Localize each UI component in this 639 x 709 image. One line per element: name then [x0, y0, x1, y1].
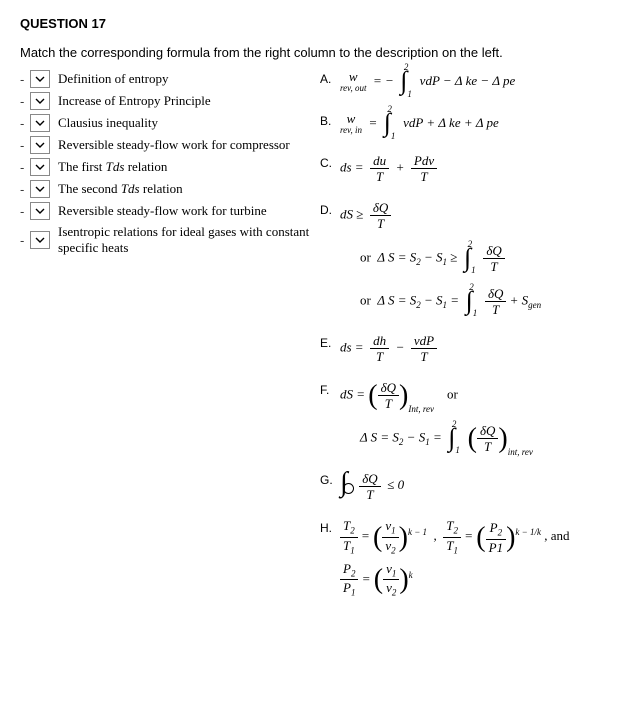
option-formula: T2T1 = (v1v2)k − 1 , T2T1 = (P2P1)k − 1/… [340, 519, 619, 597]
match-row: - Definition of entropy [20, 70, 320, 88]
question-label: QUESTION 17 [20, 16, 619, 31]
match-row: - The second Tds relation [20, 180, 320, 198]
option-formula: ds = dhT − vdPT [340, 334, 619, 363]
option-letter: A. [320, 70, 340, 86]
dash-icon: - [20, 182, 30, 197]
option-c: C. ds = duT + PdvT [320, 154, 619, 183]
option-formula: w rev, out = − ∫12 vdP − Δ ke − Δ pe [340, 70, 619, 94]
dash-icon: - [20, 138, 30, 153]
dash-icon: - [20, 94, 30, 109]
match-row: - Clausius inequality [20, 114, 320, 132]
desc-text: Increase of Entropy Principle [58, 93, 211, 109]
option-e: E. ds = dhT − vdPT [320, 334, 619, 363]
left-column: - Definition of entropy - Increase of En… [20, 70, 320, 261]
dash-icon: - [20, 204, 30, 219]
desc-text: Reversible steady-flow work for compress… [58, 137, 290, 153]
option-formula: dS ≥ δQT or Δ S = S2 − S1 ≥ ∫12 δQT or Δ… [340, 201, 619, 316]
option-formula: dS = (δQT)Int, rev or Δ S = S2 − S1 = ∫1… [340, 381, 619, 453]
match-row: - The first Tds relation [20, 158, 320, 176]
option-letter: E. [320, 334, 340, 350]
match-row: - Isentropic relations for ideal gases w… [20, 224, 320, 257]
dropdown[interactable] [30, 92, 50, 110]
option-formula: w rev, in = ∫12 vdP + Δ ke + Δ pe [340, 112, 619, 136]
option-b: B. w rev, in = ∫12 vdP + Δ ke + Δ pe [320, 112, 619, 136]
match-row: - Reversible steady-flow work for turbin… [20, 202, 320, 220]
dropdown[interactable] [30, 202, 50, 220]
option-formula: ∫ δQT ≤ 0 [340, 471, 619, 501]
columns-container: - Definition of entropy - Increase of En… [20, 70, 619, 616]
desc-text: Isentropic relations for ideal gases wit… [58, 224, 320, 257]
dropdown[interactable] [30, 158, 50, 176]
option-letter: F. [320, 381, 340, 397]
desc-text: Definition of entropy [58, 71, 168, 87]
match-row: - Reversible steady-flow work for compre… [20, 136, 320, 154]
dropdown[interactable] [30, 180, 50, 198]
option-letter: D. [320, 201, 340, 217]
dash-icon: - [20, 233, 30, 248]
option-a: A. w rev, out = − ∫12 vdP − Δ ke − Δ pe [320, 70, 619, 94]
desc-text: The first Tds relation [58, 159, 167, 175]
right-column: A. w rev, out = − ∫12 vdP − Δ ke − Δ pe … [320, 70, 619, 616]
dash-icon: - [20, 116, 30, 131]
option-g: G. ∫ δQT ≤ 0 [320, 471, 619, 501]
instruction-text: Match the corresponding formula from the… [20, 45, 619, 60]
option-f: F. dS = (δQT)Int, rev or Δ S = S2 − S1 =… [320, 381, 619, 453]
dropdown[interactable] [30, 114, 50, 132]
option-d: D. dS ≥ δQT or Δ S = S2 − S1 ≥ ∫12 δQT o… [320, 201, 619, 316]
option-letter: H. [320, 519, 340, 535]
dash-icon: - [20, 160, 30, 175]
desc-text: Reversible steady-flow work for turbine [58, 203, 267, 219]
option-letter: G. [320, 471, 340, 487]
option-letter: B. [320, 112, 340, 128]
option-h: H. T2T1 = (v1v2)k − 1 , T2T1 = (P2P1)k −… [320, 519, 619, 597]
dropdown[interactable] [30, 231, 50, 249]
option-letter: C. [320, 154, 340, 170]
dropdown[interactable] [30, 70, 50, 88]
desc-text: Clausius inequality [58, 115, 158, 131]
dropdown[interactable] [30, 136, 50, 154]
desc-text: The second Tds relation [58, 181, 183, 197]
match-row: - Increase of Entropy Principle [20, 92, 320, 110]
option-formula: ds = duT + PdvT [340, 154, 619, 183]
dash-icon: - [20, 72, 30, 87]
contour-integral-icon: ∫ [340, 471, 356, 501]
